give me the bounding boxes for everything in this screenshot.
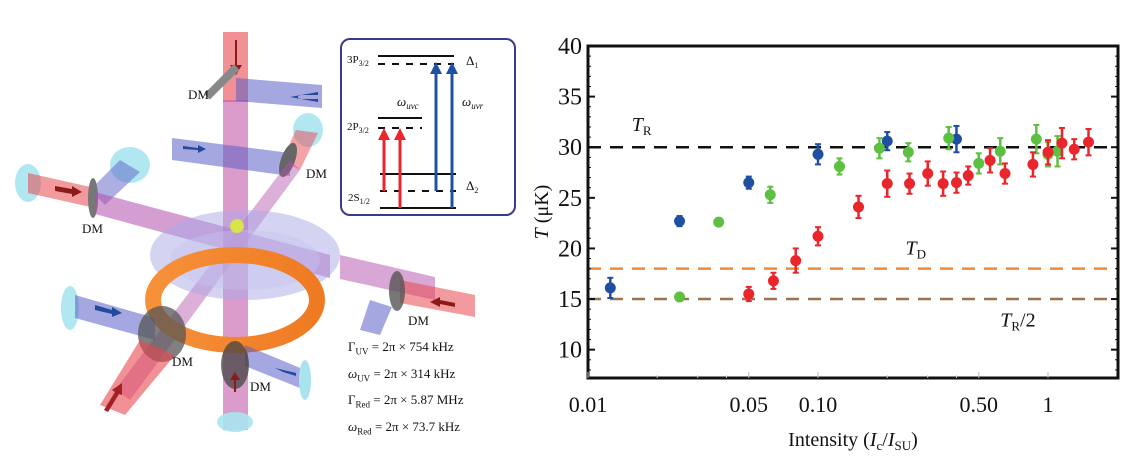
x-tick-label: 0.50 (960, 392, 999, 417)
y-tick-label: 30 (558, 135, 582, 161)
param-row: ΓUV = 2π × 754 kHz (348, 339, 454, 357)
data-point-red (962, 170, 974, 182)
data-point-red (937, 178, 949, 190)
data-point-green (674, 291, 686, 303)
plot-frame (586, 44, 1120, 380)
data-point-blue (604, 282, 616, 294)
data-point-red (881, 178, 893, 190)
data-point-blue (812, 148, 824, 160)
x-tick-label: 0.10 (799, 392, 838, 417)
reference-label-t_r-half2: TR/2 (1000, 309, 1035, 333)
param-row: ΓRed = 2π × 5.87 MHz (348, 392, 464, 410)
data-point-red (1068, 143, 1080, 155)
data-point-red (767, 275, 779, 287)
level-2p32: 2P3/2 (347, 121, 369, 135)
x-tick-label: 0.05 (730, 392, 769, 417)
level-3p32: 3P3/2 (347, 54, 369, 68)
data-point-red (950, 177, 962, 189)
data-point-green (943, 132, 955, 144)
y-axis-label: T (μK) (531, 185, 553, 240)
data-point-red (1027, 158, 1039, 170)
data-point-red (1056, 137, 1068, 149)
param-row: ωUV = 2π × 314 kHz (348, 365, 456, 384)
data-point-red (922, 168, 934, 180)
data-point-green (764, 189, 776, 201)
data-point-green (973, 157, 985, 169)
level-2s12: 2S1/2 (348, 192, 370, 206)
dm-mirror-right (278, 142, 298, 178)
data-point-green (994, 145, 1006, 157)
y-tick-label: 40 (558, 34, 582, 60)
data-point-green (1030, 133, 1042, 145)
data-point-red (904, 178, 916, 190)
red-transition-arrows (378, 128, 406, 208)
omega-uvc-label: ωuvc (397, 94, 419, 111)
energy-level-inset: 3P3/2 2P3/2 2S1/2 Δ1 Δ2 ωuvc ωuvr (340, 38, 516, 216)
data-point-red (743, 288, 755, 300)
parameter-list: ΓUV = 2π × 754 kHz ωUV = 2π × 314 kHz ΓR… (348, 336, 463, 442)
data-point-green (713, 216, 725, 228)
x-axis-label: Intensity (Ic/ISU) (788, 429, 918, 453)
data-point-red (790, 255, 802, 267)
x-tick-label: 1 (1043, 392, 1054, 417)
dm-label: DM (188, 87, 209, 102)
data-point-blue (743, 177, 755, 189)
dm-label: DM (408, 313, 429, 328)
dm-label: DM (172, 354, 193, 369)
y-tick-label: 10 (558, 338, 582, 364)
data-point-red (853, 201, 865, 213)
data-point-red (1083, 136, 1095, 148)
y-tick-label: 15 (558, 287, 582, 313)
data-point-blue (881, 135, 893, 147)
red-beam-lower-left (100, 340, 175, 415)
data-point-blue (674, 215, 686, 227)
x-tick-label: 0.01 (569, 392, 608, 417)
reference-label-t_r: TR (632, 114, 652, 138)
data-point-red (984, 154, 996, 166)
reference-label-t_d: TD (905, 238, 926, 262)
param-row: ωRed = 2π × 73.7 kHz (348, 418, 461, 437)
temperature-vs-intensity-chart: 10 15 20 25 30 35 40 0.01 0.05 0.10 0.50 1 TR TD TR/2… (531, 34, 1120, 453)
experimental-setup-illustration: DM DM DM DM DM (15, 32, 340, 432)
uv-beam-top (236, 78, 322, 108)
right-beam-segment: DM (340, 255, 475, 335)
dm-mirror-top (204, 64, 240, 100)
dm-mirror-lower-right (221, 341, 249, 389)
data-point-red (812, 230, 824, 242)
dm-label: DM (82, 221, 103, 236)
y-tick-label: 20 (558, 236, 582, 262)
y-tick-label: 25 (558, 186, 582, 212)
data-point-green (902, 146, 914, 158)
y-tick-label: 35 (558, 85, 582, 111)
atom-cloud (230, 219, 244, 233)
uv-transition-arrows (430, 62, 458, 208)
data-point-green (833, 160, 845, 172)
data-point-red (1042, 146, 1054, 158)
dm-mirror-far-right (389, 271, 405, 311)
data-point-red (999, 168, 1011, 180)
dm-label: DM (250, 379, 271, 394)
omega-uvr-label: ωuvr (462, 94, 484, 111)
delta1-label: Δ1 (466, 53, 478, 70)
data-point-green (873, 142, 885, 154)
data-point-green (1052, 145, 1064, 157)
delta2-label: Δ2 (466, 178, 478, 195)
dm-label: DM (306, 166, 327, 181)
